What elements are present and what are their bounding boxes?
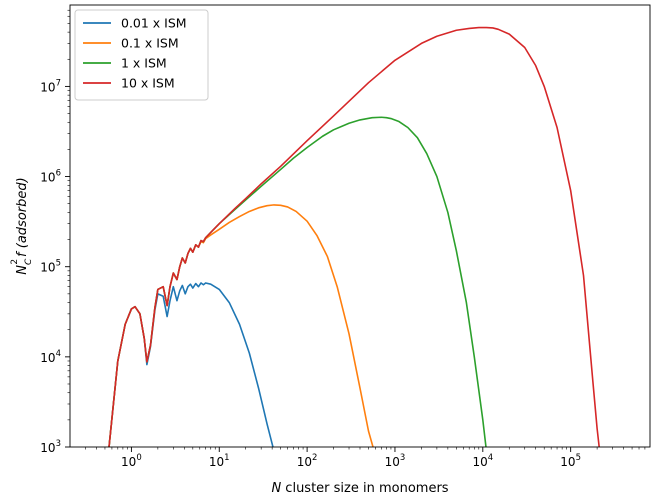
legend-label: 0.01 x ISM — [121, 16, 187, 31]
x-axis-label: N cluster size in monomers — [271, 481, 448, 496]
legend-label: 0.1 x ISM — [121, 36, 179, 51]
plot-frame — [69, 4, 651, 448]
y-tick-label: 103 — [40, 439, 61, 455]
series-line-4 — [108, 26, 600, 447]
y-axis-label: NC2f (adsorbed) — [10, 177, 34, 274]
x-tick-label: 101 — [209, 453, 230, 469]
legend-label: 10 x ISM — [121, 76, 175, 91]
x-tick-label: 103 — [385, 453, 406, 469]
legend-label: 1 x ISM — [121, 56, 167, 71]
x-tick-label: 105 — [560, 453, 581, 469]
legend: 0.01 x ISM 0.1 x ISM 1 x ISM 10 x ISM — [74, 9, 209, 101]
y-tick-label: 105 — [40, 259, 61, 275]
y-tick-label: 106 — [40, 169, 61, 185]
x-tick-label: 100 — [121, 453, 142, 469]
ticks-layer: 100 101 102 103 104 105 103 104 105 106 107 — [40, 9, 646, 469]
legend-box — [74, 9, 209, 101]
x-tick-label: 104 — [472, 453, 493, 469]
x-tick-label: 102 — [297, 453, 318, 469]
series-layer — [108, 26, 600, 447]
y-tick-label: 104 — [40, 349, 61, 365]
y-tick-label: 107 — [40, 78, 61, 94]
